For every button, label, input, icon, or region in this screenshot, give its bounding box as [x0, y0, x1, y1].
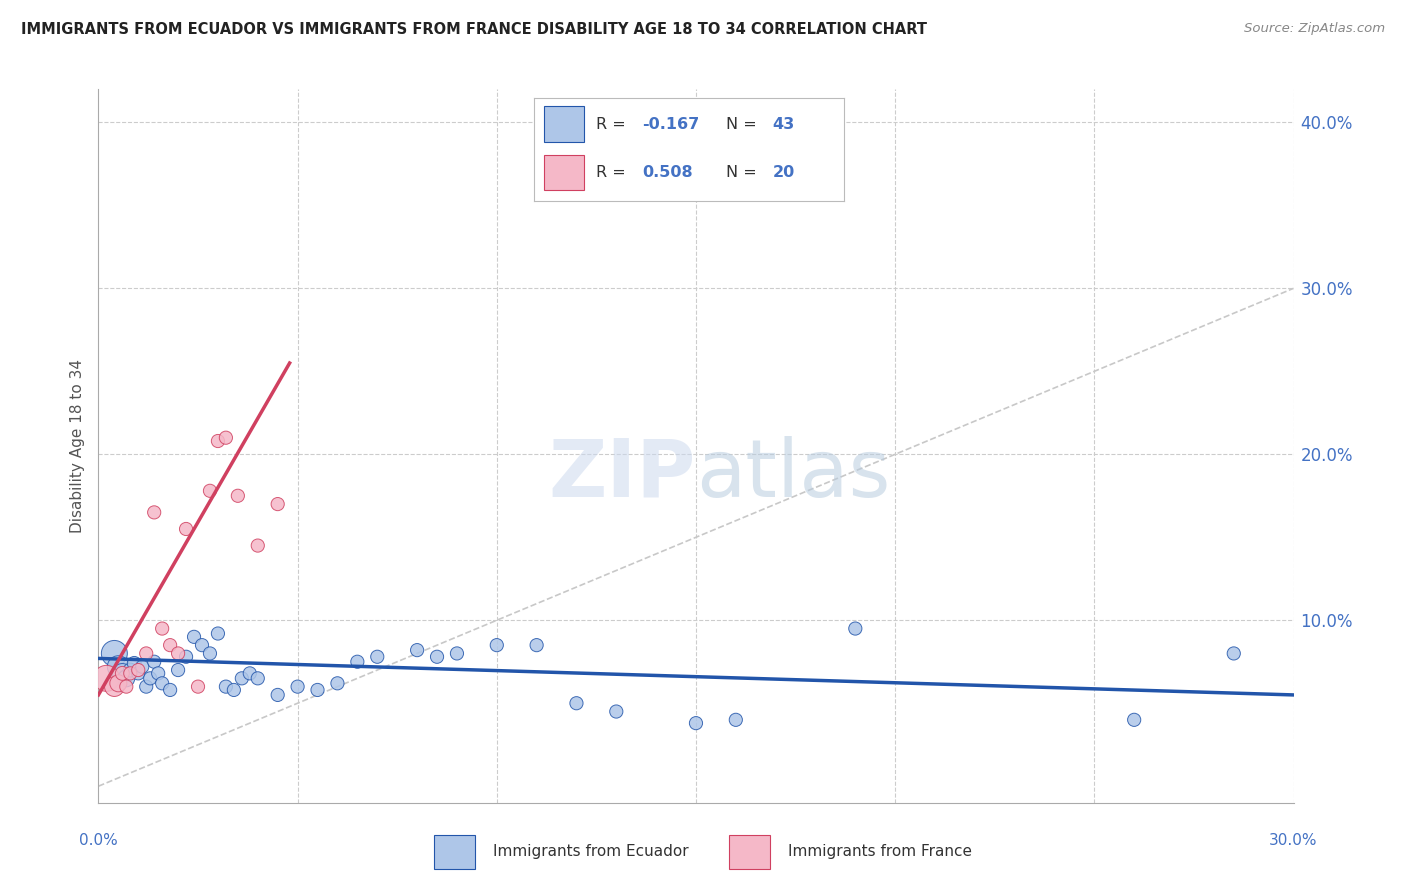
- Point: [115, 671, 138, 685]
- Point: [135, 680, 157, 694]
- Point: [174, 649, 197, 664]
- FancyBboxPatch shape: [433, 835, 475, 869]
- FancyBboxPatch shape: [728, 835, 770, 869]
- Point: [246, 671, 269, 685]
- Text: R =: R =: [596, 117, 631, 132]
- Point: [131, 659, 153, 673]
- Text: N =: N =: [725, 165, 762, 180]
- Point: [605, 705, 627, 719]
- FancyBboxPatch shape: [544, 154, 583, 190]
- Point: [167, 647, 190, 661]
- Point: [111, 666, 134, 681]
- Point: [120, 663, 142, 677]
- Point: [143, 505, 166, 519]
- Point: [239, 666, 262, 681]
- Point: [183, 630, 205, 644]
- Text: Immigrants from Ecuador: Immigrants from Ecuador: [492, 844, 689, 859]
- Point: [103, 647, 125, 661]
- Point: [159, 682, 181, 697]
- Point: [143, 655, 166, 669]
- Point: [127, 666, 149, 681]
- Text: 0.508: 0.508: [643, 165, 693, 180]
- Point: [103, 680, 125, 694]
- Text: -0.167: -0.167: [643, 117, 700, 132]
- Point: [191, 638, 214, 652]
- Point: [226, 489, 249, 503]
- Point: [207, 626, 229, 640]
- Point: [485, 638, 508, 652]
- Text: 0.0%: 0.0%: [79, 832, 118, 847]
- Point: [107, 676, 129, 690]
- Point: [187, 680, 209, 694]
- Text: ZIP: ZIP: [548, 435, 696, 514]
- Point: [685, 716, 707, 731]
- Text: N =: N =: [725, 117, 762, 132]
- Point: [107, 659, 129, 673]
- Point: [1222, 647, 1246, 661]
- Point: [198, 647, 221, 661]
- Text: 30.0%: 30.0%: [1270, 832, 1317, 847]
- Text: Source: ZipAtlas.com: Source: ZipAtlas.com: [1244, 22, 1385, 36]
- Point: [150, 622, 173, 636]
- Text: 20: 20: [772, 165, 794, 180]
- Point: [198, 483, 221, 498]
- Point: [565, 696, 588, 710]
- Point: [159, 638, 181, 652]
- Point: [215, 680, 238, 694]
- Point: [844, 622, 866, 636]
- Point: [231, 671, 253, 685]
- Point: [115, 680, 138, 694]
- Point: [426, 649, 449, 664]
- Point: [526, 638, 548, 652]
- Point: [267, 688, 290, 702]
- Point: [366, 649, 388, 664]
- Point: [127, 663, 149, 677]
- Point: [96, 671, 118, 685]
- Point: [207, 434, 229, 448]
- Text: IMMIGRANTS FROM ECUADOR VS IMMIGRANTS FROM FRANCE DISABILITY AGE 18 TO 34 CORREL: IMMIGRANTS FROM ECUADOR VS IMMIGRANTS FR…: [21, 22, 927, 37]
- Point: [148, 666, 170, 681]
- Text: Immigrants from France: Immigrants from France: [787, 844, 972, 859]
- Point: [167, 663, 190, 677]
- Point: [120, 666, 142, 681]
- Point: [135, 647, 157, 661]
- Point: [724, 713, 747, 727]
- Text: R =: R =: [596, 165, 631, 180]
- Point: [326, 676, 349, 690]
- Point: [1123, 713, 1146, 727]
- Point: [111, 666, 134, 681]
- Point: [267, 497, 290, 511]
- Point: [307, 682, 329, 697]
- Point: [150, 676, 173, 690]
- Point: [174, 522, 197, 536]
- Point: [346, 655, 368, 669]
- Point: [222, 682, 245, 697]
- Point: [446, 647, 468, 661]
- Point: [139, 671, 162, 685]
- Point: [246, 539, 269, 553]
- Text: atlas: atlas: [696, 435, 890, 514]
- Point: [287, 680, 309, 694]
- Point: [406, 643, 429, 657]
- Y-axis label: Disability Age 18 to 34: Disability Age 18 to 34: [70, 359, 86, 533]
- FancyBboxPatch shape: [544, 106, 583, 142]
- Point: [124, 657, 146, 671]
- Point: [215, 431, 238, 445]
- Text: 43: 43: [772, 117, 794, 132]
